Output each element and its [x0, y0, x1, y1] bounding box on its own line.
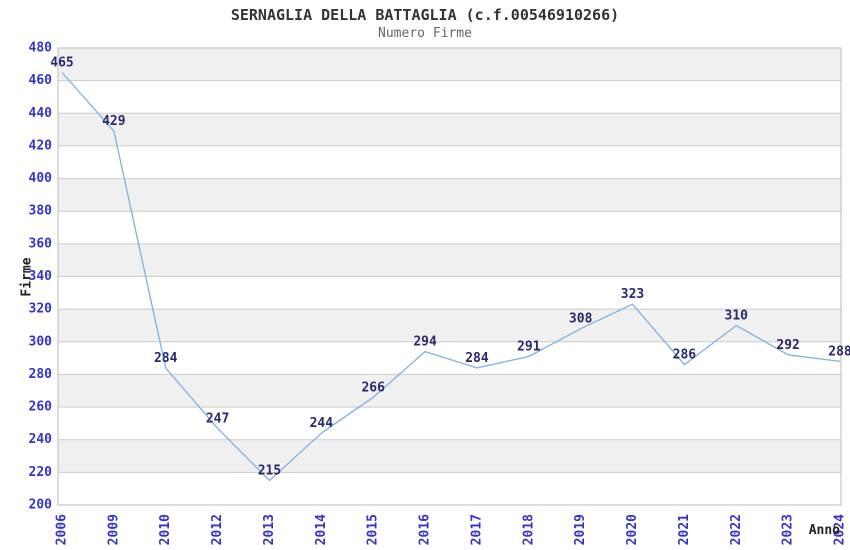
y-tick-label: 320: [29, 302, 53, 317]
data-label: 292: [776, 338, 799, 353]
x-tick-label: 2023: [781, 514, 796, 545]
grid-bands: [58, 48, 841, 473]
data-labels: 465 429 284 247 215 244 266 294 284 291 308 323 286 3…: [50, 55, 850, 478]
x-tick-label: 2022: [729, 514, 744, 545]
data-label: 323: [621, 287, 644, 302]
grid-band: [58, 113, 841, 146]
y-tick-label: 300: [29, 334, 53, 349]
x-tick-label: 2024: [833, 514, 848, 545]
y-tick-labels: 480 460 440 420 400 380 360 340 320 300 280 260 240 2…: [29, 41, 53, 513]
y-tick-label: 440: [29, 106, 53, 121]
grid-band: [58, 439, 841, 473]
data-label: 465: [50, 55, 73, 70]
x-tick-label: 2019: [573, 514, 588, 545]
y-tick-label: 380: [29, 204, 53, 219]
x-tick-label: 2015: [366, 514, 381, 545]
x-tick-label: 2014: [314, 514, 329, 545]
x-tick-label: 2012: [210, 514, 225, 545]
x-tick-label: 2013: [262, 514, 277, 545]
data-label: 286: [673, 348, 697, 363]
y-tick-label: 220: [29, 465, 53, 480]
x-tick-label: 2018: [521, 514, 536, 545]
data-label: 310: [725, 308, 749, 323]
grid-band: [58, 48, 841, 81]
plot-border: [57, 47, 842, 506]
data-label: 215: [258, 464, 281, 479]
data-label: 294: [413, 335, 437, 350]
y-tick-label: 280: [29, 367, 53, 382]
x-tick-label: 2021: [677, 514, 692, 545]
y-tick-label: 260: [29, 400, 53, 415]
chart-subtitle: Numero Firme: [378, 26, 472, 41]
data-label: 244: [310, 416, 334, 431]
data-label: 284: [154, 351, 178, 366]
data-label: 288: [828, 344, 850, 359]
data-label: 429: [102, 114, 125, 129]
y-tick-label: 200: [29, 498, 53, 513]
x-axis-label: Anno: [808, 523, 840, 538]
x-tick-labels: 2006 2009 2010 2012 2013 2014 2015 2016 2017 2018…: [55, 514, 848, 545]
x-tick-label: 2020: [625, 514, 640, 545]
data-label: 266: [361, 380, 385, 395]
data-label: 291: [517, 339, 541, 354]
y-tick-label: 340: [29, 269, 53, 284]
x-tick-label: 2016: [418, 514, 433, 545]
y-tick-label: 360: [29, 236, 53, 251]
x-tick-label: 2010: [158, 514, 173, 545]
y-tick-label: 420: [29, 138, 53, 153]
data-line: [61, 72, 841, 482]
x-tick-label: 2017: [469, 514, 484, 545]
y-tick-label: 400: [29, 171, 53, 186]
y-tick-label: 240: [29, 432, 53, 447]
grid-band: [58, 309, 841, 342]
y-tick-label: 480: [29, 41, 53, 56]
grid-band: [58, 243, 841, 277]
x-tick-label: 2009: [106, 514, 121, 545]
data-label: 247: [206, 411, 229, 426]
chart-title: SERNAGLIA DELLA BATTAGLIA (c.f.005469102…: [230, 6, 620, 24]
y-tick-label: 460: [29, 73, 53, 88]
grid-band: [58, 374, 841, 408]
grid-band: [58, 178, 841, 212]
data-label: 308: [569, 312, 593, 327]
x-tick-label: 2006: [55, 514, 70, 545]
data-label: 284: [465, 351, 489, 366]
